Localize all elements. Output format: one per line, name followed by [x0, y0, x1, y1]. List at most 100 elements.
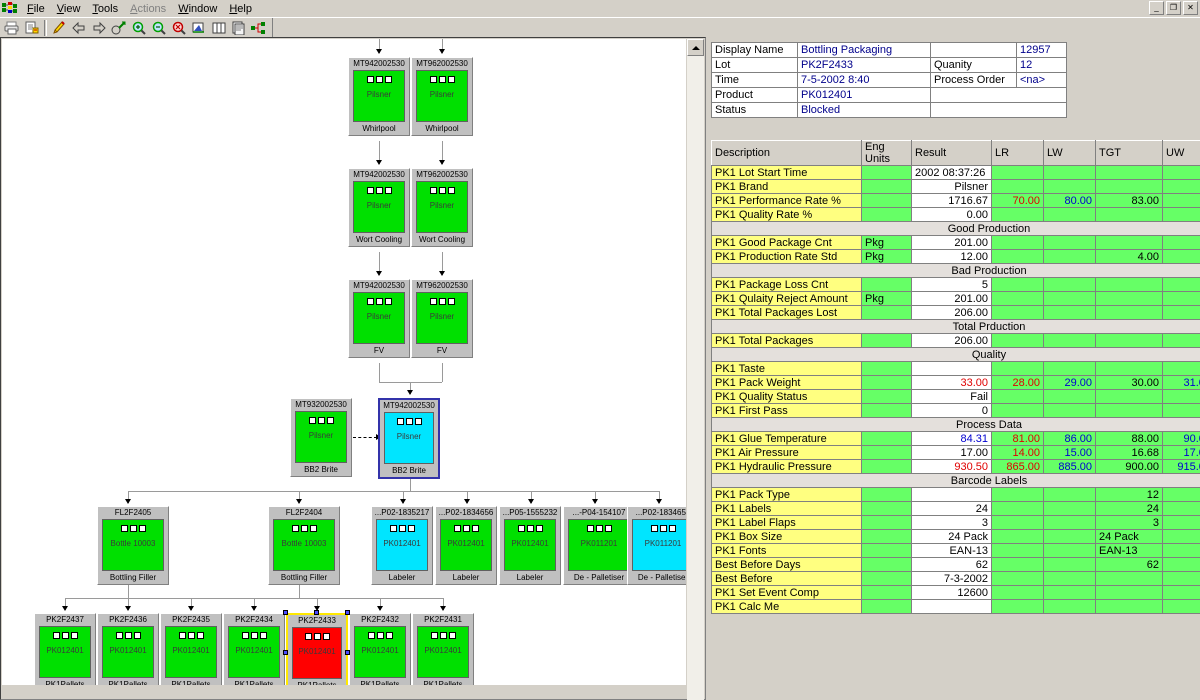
zoom-out-icon[interactable] — [149, 19, 169, 37]
grid-cell-tgt[interactable]: 30.00 — [1095, 375, 1163, 390]
menu-view[interactable]: View — [56, 2, 81, 15]
grid-cell-tgt[interactable] — [1095, 165, 1163, 180]
grid-cell-uw[interactable] — [1162, 179, 1200, 194]
node-status-body[interactable]: PK012401 — [39, 626, 91, 678]
menu-window[interactable]: Window — [178, 2, 218, 15]
grid-cell-uw[interactable] — [1162, 599, 1200, 614]
grid-cell-lw[interactable]: 80.00 — [1043, 193, 1096, 208]
grid-cell-description[interactable]: PK1 Hydraulic Pressure — [711, 459, 862, 474]
grid-cell-lw[interactable] — [1043, 291, 1096, 306]
grid-cell-uw[interactable] — [1162, 277, 1200, 292]
node-status-body[interactable]: PK012401 — [165, 626, 217, 678]
grid-cell-lr[interactable] — [991, 361, 1044, 376]
grid-data-row[interactable]: PK1 Total Packages Lost 206.00 — [711, 305, 1200, 320]
grid-cell-tgt[interactable]: 88.00 — [1095, 431, 1163, 446]
grid-cell-eng-units[interactable] — [861, 277, 912, 292]
grid-cell-lr[interactable] — [991, 515, 1044, 530]
node-status-body[interactable]: PK012401 — [504, 519, 556, 571]
grid-cell-lw[interactable] — [1043, 403, 1096, 418]
grid-cell-eng-units[interactable] — [861, 389, 912, 404]
grid-cell-lr[interactable] — [991, 389, 1044, 404]
node-status-body[interactable]: Pilsner — [384, 412, 434, 464]
grid-cell-lw[interactable] — [1043, 389, 1096, 404]
grid-data-row[interactable]: PK1 Performance Rate % 1716.67 70.00 80.00 8… — [711, 193, 1200, 208]
grid-data-row[interactable]: PK1 Set Event Comp 12600 — [711, 585, 1200, 600]
grid-data-row[interactable]: PK1 Good Package Cnt Pkg 201.00 — [711, 235, 1200, 250]
grid-cell-lr[interactable] — [991, 165, 1044, 180]
grid-cell-lw[interactable]: 885.00 — [1043, 459, 1096, 474]
grid-cell-uw[interactable] — [1162, 487, 1200, 502]
grid-cell-eng-units[interactable] — [861, 179, 912, 194]
diagram-node-MT962002530[interactable]: MT962002530 Pilsner Whirlpool — [411, 57, 473, 136]
grid-cell-uw[interactable] — [1162, 333, 1200, 348]
grid-cell-tgt[interactable]: 16.68 — [1095, 445, 1163, 460]
grid-data-row[interactable]: PK1 Hydraulic Pressure 930.50 865.00 885.00… — [711, 459, 1200, 474]
grid-data-row[interactable]: PK1 Label Flaps 3 3 — [711, 515, 1200, 530]
grid-cell-result[interactable]: Fail — [911, 389, 992, 404]
node-status-body[interactable]: PK011201 — [632, 519, 686, 571]
grid-cell-lr[interactable] — [991, 571, 1044, 586]
grid-cell-result[interactable]: 17.00 — [911, 445, 992, 460]
grid-cell-description[interactable]: PK1 Pack Type — [711, 487, 862, 502]
diagram-node-PK2F2433[interactable]: PK2F2433 PK012401 PK1Pallets — [286, 613, 348, 685]
grid-cell-uw[interactable] — [1162, 389, 1200, 404]
grid-cell-lr[interactable]: 70.00 — [991, 193, 1044, 208]
grid-cell-lw[interactable] — [1043, 501, 1096, 516]
grid-cell-eng-units[interactable] — [861, 431, 912, 446]
grid-cell-tgt[interactable] — [1095, 291, 1163, 306]
grid-cell-tgt[interactable] — [1095, 179, 1163, 194]
grid-cell-description[interactable]: PK1 Performance Rate % — [711, 193, 862, 208]
grid-cell-lr[interactable]: 865.00 — [991, 459, 1044, 474]
zoom-in-icon[interactable] — [129, 19, 149, 37]
grid-cell-description[interactable]: PK1 Calc Me — [711, 599, 862, 614]
grid-cell-uw[interactable] — [1162, 165, 1200, 180]
grid-cell-uw[interactable] — [1162, 291, 1200, 306]
diagram-node-MT942002530[interactable]: MT942002530 Pilsner BB2 Brite — [378, 398, 440, 479]
grid-cell-tgt[interactable]: EAN-13 — [1095, 543, 1163, 558]
grid-col-uw[interactable]: UW — [1162, 140, 1200, 166]
grid-cell-lw[interactable] — [1043, 235, 1096, 250]
grid-data-row[interactable]: PK1 Qulaity Reject Amount Pkg 201.00 — [711, 291, 1200, 306]
grid-col-lr[interactable]: LR — [991, 140, 1044, 166]
grid-cell-tgt[interactable]: 24 — [1095, 501, 1163, 516]
node-status-body[interactable]: Pilsner — [353, 292, 405, 344]
grid-cell-eng-units[interactable] — [861, 305, 912, 320]
scroll-track[interactable] — [687, 56, 704, 700]
grid-cell-description[interactable]: PK1 Set Event Comp — [711, 585, 862, 600]
resize-handle[interactable] — [283, 649, 288, 655]
grid-data-row[interactable]: PK1 Fonts EAN-13 EAN-13 — [711, 543, 1200, 558]
diagram-node-P04154107[interactable]: ...-P04-154107 PK011201 De - Palletiser — [563, 506, 635, 585]
resize-handle[interactable] — [345, 610, 350, 615]
grid-cell-tgt[interactable] — [1095, 305, 1163, 320]
grid-cell-description[interactable]: PK1 Glue Temperature — [711, 431, 862, 446]
grid-cell-description[interactable]: PK1 Quality Status — [711, 389, 862, 404]
value-time[interactable]: 7-5-2002 8:40 — [797, 72, 931, 88]
grid-cell-tgt[interactable] — [1095, 403, 1163, 418]
grid-cell-result[interactable]: 1716.67 — [911, 193, 992, 208]
grid-data-row[interactable]: Best Before 7-3-2002 — [711, 571, 1200, 586]
grid-cell-eng-units[interactable] — [861, 165, 912, 180]
grid-body[interactable]: PK1 Lot Start Time 2002 08:37:26 PK1 Brand… — [711, 165, 1200, 614]
grid-cell-uw[interactable] — [1162, 557, 1200, 572]
grid-cell-description[interactable]: PK1 Labels — [711, 501, 862, 516]
grid-cell-uw[interactable] — [1162, 543, 1200, 558]
diagram-node-P051555232[interactable]: ...P05-1555232 PK012401 Labeler — [499, 506, 561, 585]
grid-cell-lr[interactable] — [991, 305, 1044, 320]
grid-cell-uw[interactable] — [1162, 529, 1200, 544]
grid-cell-tgt[interactable]: 83.00 — [1095, 193, 1163, 208]
grid-cell-tgt[interactable]: 900.00 — [1095, 459, 1163, 474]
grid-data-row[interactable]: PK1 Air Pressure17.0014.0015.0016.6817.0… — [711, 445, 1200, 460]
menu-actions[interactable]: Actions — [130, 2, 167, 15]
grid-cell-uw[interactable]: 915.00 — [1162, 459, 1200, 474]
grid-col-eng-units[interactable]: Eng Units — [861, 140, 912, 166]
grid-cell-lw[interactable] — [1043, 277, 1096, 292]
grid-cell-description[interactable]: PK1 Box Size — [711, 529, 862, 544]
grid-cell-description[interactable]: Best Before — [711, 571, 862, 586]
value-quanity[interactable]: 12 — [1016, 57, 1067, 73]
grid-cell-uw[interactable] — [1162, 235, 1200, 250]
grid-cell-result[interactable]: 3 — [911, 515, 992, 530]
grid-cell-result[interactable]: 7-3-2002 — [911, 571, 992, 586]
